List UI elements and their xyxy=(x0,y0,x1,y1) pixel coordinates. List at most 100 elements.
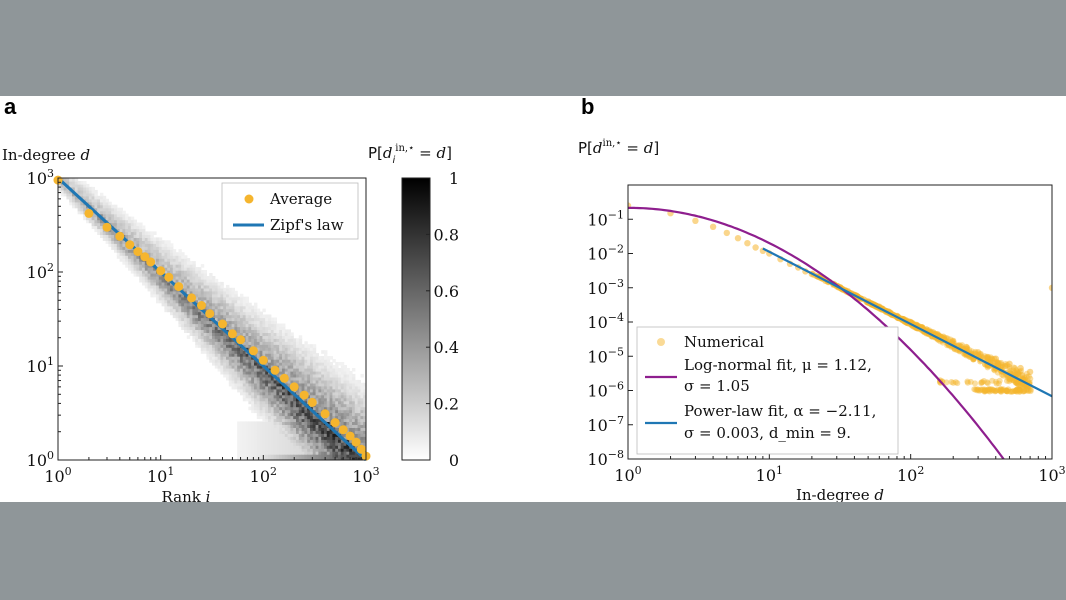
heatmap-cell xyxy=(150,246,154,250)
heatmap-cell xyxy=(270,356,275,360)
heatmap-cell xyxy=(254,379,258,384)
heatmap-cell xyxy=(189,290,193,295)
heatmap-cell xyxy=(284,368,289,372)
average-point xyxy=(248,346,258,356)
heatmap-cell xyxy=(293,436,297,440)
heatmap-cell xyxy=(231,350,235,354)
heatmap-cell xyxy=(304,356,308,360)
heatmap-cell xyxy=(346,388,350,393)
heatmap-cell xyxy=(293,353,297,357)
heatmap-cell xyxy=(321,385,325,390)
heatmap-cell xyxy=(304,457,308,460)
heatmap-cell xyxy=(119,249,123,253)
heatmap-cell xyxy=(329,403,333,408)
heatmap-cell xyxy=(273,347,277,351)
heatmap-cell xyxy=(245,382,249,387)
heatmap-cell xyxy=(156,281,160,286)
heatmap-cell xyxy=(189,267,193,271)
heatmap-cell xyxy=(254,335,258,339)
heatmap-cell xyxy=(248,308,252,313)
heatmap-cell xyxy=(192,270,196,274)
heatmap-cell xyxy=(189,276,193,280)
heatmap-cell xyxy=(237,421,241,425)
heatmap-cell xyxy=(259,311,263,316)
heatmap-cell xyxy=(282,388,286,393)
heatmap-cell xyxy=(116,213,121,218)
numerical-cloud-point xyxy=(978,386,984,393)
heatmap-cell xyxy=(273,329,277,333)
heatmap-cell xyxy=(256,403,261,408)
heatmap-cell xyxy=(268,451,272,455)
numerical-cloud-point xyxy=(1014,388,1020,395)
heatmap-cell xyxy=(142,278,146,283)
heatmap-cell xyxy=(321,448,325,452)
ytick-b: 10−1 xyxy=(587,208,624,229)
heatmap-cell xyxy=(324,430,328,434)
numerical-cloud-point xyxy=(1020,388,1027,395)
heatmap-cell xyxy=(69,195,73,200)
heatmap-cell xyxy=(324,436,328,440)
heatmap-cell xyxy=(108,237,112,241)
heatmap-cell xyxy=(209,320,213,325)
heatmap-cell xyxy=(326,406,331,411)
heatmap-cell xyxy=(122,219,126,224)
heatmap-cell xyxy=(220,332,224,336)
numerical-cloud-point xyxy=(999,387,1006,394)
heatmap-cell xyxy=(298,409,303,414)
heatmap-cell xyxy=(240,457,244,460)
heatmap-cell xyxy=(251,311,255,316)
heatmap-cell xyxy=(100,204,104,209)
heatmap-cell xyxy=(231,317,235,322)
heatmap-cell xyxy=(102,216,107,221)
heatmap-cell xyxy=(144,249,149,253)
heatmap-cell xyxy=(77,210,81,215)
numerical-cloud-point xyxy=(986,386,993,393)
heatmap-cell xyxy=(298,385,303,390)
heatmap-cell xyxy=(178,293,182,298)
heatmap-cell xyxy=(220,338,224,342)
heatmap-cell xyxy=(363,391,366,396)
heatmap-cell xyxy=(156,246,160,250)
figure-panel: a b 100 100 101 101 102 102 103 103 In-degree d… xyxy=(0,96,1066,502)
heatmap-cell xyxy=(326,391,331,396)
heatmap-cell xyxy=(209,299,213,304)
heatmap-cell xyxy=(223,314,227,319)
heatmap-cell xyxy=(259,341,263,345)
heatmap-cell xyxy=(116,216,121,221)
heatmap-cell xyxy=(130,252,135,256)
heatmap-cell xyxy=(178,323,182,328)
heatmap-cell xyxy=(298,439,303,443)
heatmap-cell xyxy=(251,394,255,399)
heatmap-cell xyxy=(142,234,146,238)
heatmap-cell xyxy=(242,445,247,449)
heatmap-cell xyxy=(220,287,224,292)
heatmap-cell xyxy=(296,421,300,425)
heatmap-cell xyxy=(189,329,193,333)
heatmap-cell xyxy=(223,350,227,354)
heatmap-cell xyxy=(181,267,185,271)
heatmap-cell xyxy=(318,424,322,428)
heatmap-cell xyxy=(189,317,193,322)
average-point xyxy=(164,272,174,282)
numerical-cloud-point xyxy=(993,380,1000,387)
ticks-b: 100 101 102 10310−810−710−610−510−410−310−2… xyxy=(587,208,1065,485)
heatmap-cell xyxy=(287,454,291,458)
heatmap-cell xyxy=(282,400,286,405)
heatmap-cell xyxy=(217,317,221,322)
heatmap-cell xyxy=(217,347,221,351)
heatmap-cell xyxy=(220,290,224,295)
heatmap-cell xyxy=(200,276,205,280)
heatmap-cell xyxy=(256,320,261,325)
heatmap-cell xyxy=(136,237,140,241)
heatmap-cell xyxy=(228,302,233,307)
heatmap-cell xyxy=(228,305,233,310)
heatmap-cell xyxy=(206,299,210,304)
heatmap-cell xyxy=(184,261,188,265)
heatmap-cell xyxy=(223,293,227,298)
heatmap-cell xyxy=(296,457,300,460)
heatmap-cell xyxy=(192,287,196,292)
heatmap-cell xyxy=(226,314,230,319)
heatmap-cell xyxy=(156,273,160,277)
heatmap-cell xyxy=(212,284,216,289)
heatmap-cell xyxy=(240,451,244,455)
